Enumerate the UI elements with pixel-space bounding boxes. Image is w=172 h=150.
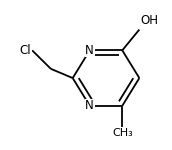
Text: OH: OH [141, 14, 159, 27]
Text: Cl: Cl [20, 44, 31, 57]
Text: N: N [85, 99, 94, 112]
Text: CH₃: CH₃ [112, 128, 133, 138]
Text: N: N [85, 44, 94, 57]
